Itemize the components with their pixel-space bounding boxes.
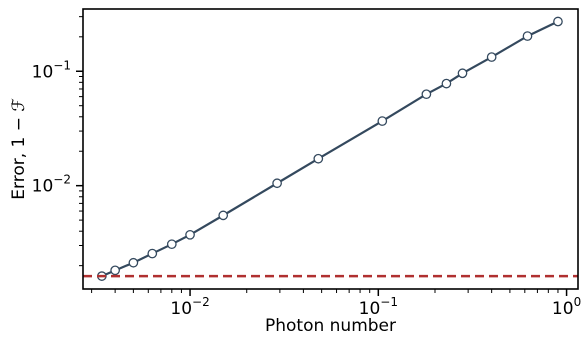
series-layer <box>83 16 578 281</box>
data-point <box>313 153 324 164</box>
data-point <box>166 239 177 250</box>
data-point <box>128 257 139 268</box>
data-point <box>441 78 452 89</box>
data-point <box>110 265 120 276</box>
y-tick-label: 10−2 <box>32 173 71 197</box>
data-point <box>272 178 282 189</box>
x-tick-label: 100 <box>552 295 581 319</box>
data-point <box>377 116 388 126</box>
data-point <box>421 89 432 100</box>
data-point <box>218 210 229 221</box>
data-point <box>522 31 533 41</box>
y-axis-label: Error, 1 − ℱ <box>9 98 29 199</box>
x-axis-label: Photon number <box>265 316 396 336</box>
x-tick-label: 10−2 <box>170 295 209 319</box>
data-point <box>147 248 158 259</box>
y-tick-label: 10−1 <box>32 58 71 82</box>
series-line <box>101 20 559 278</box>
data-point <box>553 16 563 27</box>
data-point <box>486 52 497 62</box>
data-point <box>457 68 468 79</box>
x-tick-label: 10−1 <box>359 295 398 319</box>
data-point <box>185 229 195 240</box>
plot-frame <box>82 8 579 290</box>
